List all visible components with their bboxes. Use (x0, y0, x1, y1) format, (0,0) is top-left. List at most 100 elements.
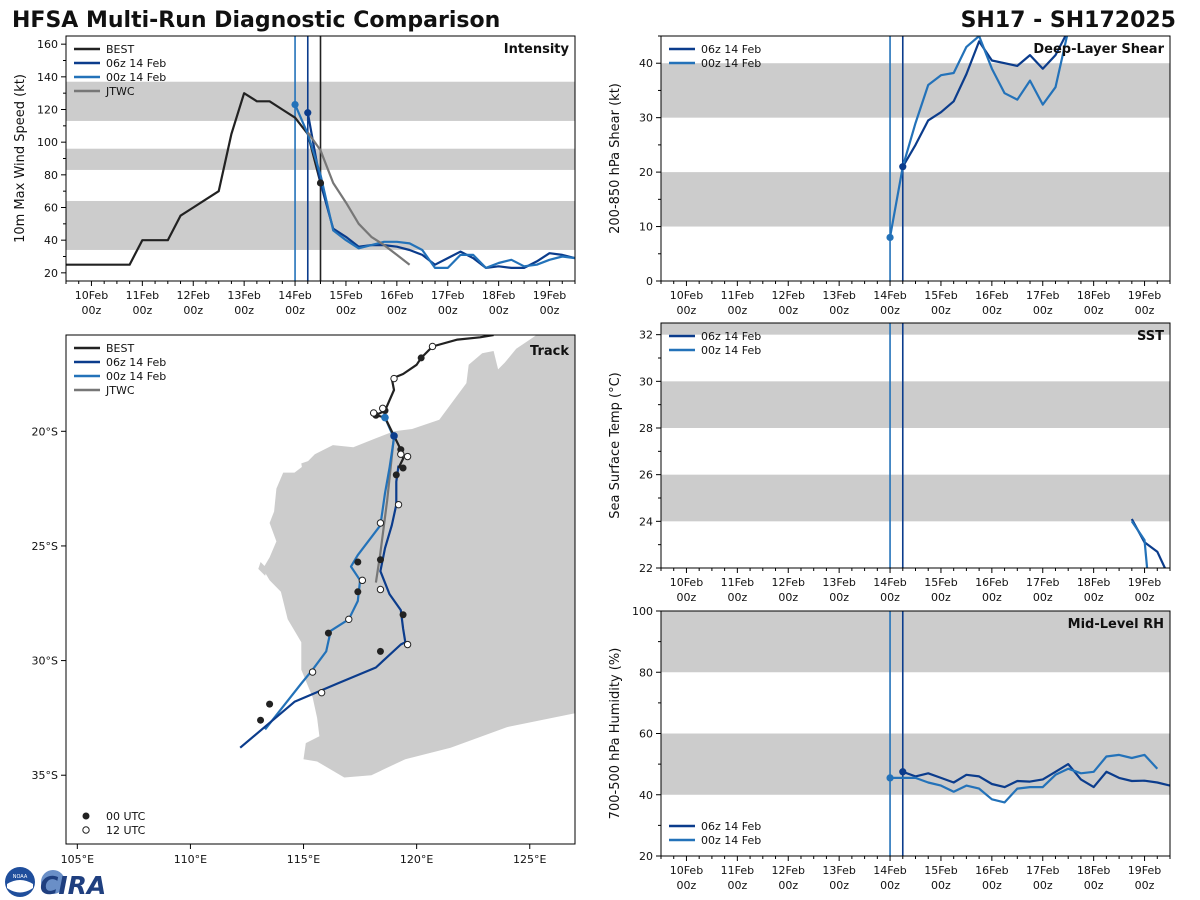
legend-marker-12utc (82, 826, 90, 834)
marker-legend-label: 12 UTC (106, 824, 146, 837)
x-tick-label-day: 12Feb (772, 576, 805, 589)
position-12utc (369, 409, 378, 417)
x-tick-label-hour: 00z (880, 879, 900, 892)
x-tick-label-hour: 00z (489, 304, 509, 317)
analysis-marker-run00 (886, 233, 894, 242)
x-tick-label-hour: 00z (778, 879, 798, 892)
x-tick-label-hour: 00z (829, 304, 849, 317)
x-tick-label-day: 11Feb (721, 289, 754, 302)
lat-tick-label: 35°S (32, 769, 58, 782)
y-tick-label: 140 (37, 71, 58, 84)
analysis-marker-run06 (899, 768, 907, 776)
position-12utc (317, 688, 326, 697)
x-tick-label-hour: 00z (982, 879, 1002, 892)
threshold-band (661, 474, 1170, 522)
position-12utc (308, 668, 317, 676)
island (314, 706, 320, 709)
x-tick-label-day: 18Feb (1077, 289, 1110, 302)
track-panel: 105°E 110°E 115°E 120°E 125°E 20°S 25°S 30°S 35°… (32, 334, 576, 866)
storm-id: SH17 - SH172025 (961, 8, 1176, 33)
x-tick-label-day: 12Feb (177, 289, 210, 302)
position-00utc (324, 629, 332, 637)
series-line-run00 (294, 104, 575, 269)
lat-tick-label: 25°S (32, 540, 58, 553)
lat-tick-label: 30°S (32, 655, 58, 668)
x-tick-label-hour: 00z (677, 304, 697, 317)
x-tick-label-day: 13Feb (227, 289, 260, 302)
x-tick-label-hour: 00z (931, 591, 951, 604)
marker-legend-label: 00 UTC (106, 810, 146, 823)
x-tick-label-hour: 00z (727, 591, 747, 604)
threshold-band (661, 381, 1170, 428)
intensity-panel: 10Feb 00z 11Feb 00z 12Feb 00z 13Feb 00z 14Feb 00z… (13, 35, 576, 317)
x-tick-label-hour: 00z (1084, 304, 1104, 317)
lon-tick-label: 110°E (174, 853, 207, 866)
island (258, 562, 268, 576)
globe-icon (41, 870, 65, 894)
lon-tick-label: 125°E (513, 853, 546, 866)
y-tick-label: 30 (639, 112, 653, 125)
x-tick-label-hour: 00z (438, 304, 458, 317)
analysis-marker-run06 (899, 163, 907, 171)
panel-title: Intensity (504, 42, 570, 57)
x-tick-label-hour: 00z (285, 304, 305, 317)
series-line-best (66, 92, 322, 266)
position-12utc (376, 585, 385, 594)
position-00utc (417, 354, 425, 362)
plot-area (661, 611, 1170, 856)
position-12utc (358, 576, 367, 585)
track-line-best (374, 335, 494, 469)
x-tick-label-hour: 00z (1135, 304, 1155, 317)
position-12utc (397, 450, 405, 458)
x-tick-label-day: 10Feb (670, 864, 703, 877)
y-axis-label: 10m Max Wind Speed (kt) (13, 74, 28, 243)
x-tick-label-day: 13Feb (822, 576, 855, 589)
legend-label: JTWC (105, 384, 135, 397)
position-00utc (376, 556, 384, 564)
y-tick-label: 40 (639, 57, 653, 70)
analysis-marker-run00 (886, 774, 894, 782)
x-tick-label-hour: 00z (1033, 879, 1053, 892)
panel-title: Deep-Layer Shear (1033, 42, 1164, 57)
x-tick-label-day: 11Feb (721, 576, 754, 589)
x-tick-label-hour: 00z (387, 304, 407, 317)
y-tick-label: 22 (639, 562, 653, 575)
x-tick-label-day: 19Feb (533, 289, 566, 302)
x-tick-label-hour: 00z (931, 304, 951, 317)
position-12utc (428, 342, 437, 351)
y-axis-label: 200-850 hPa Shear (kt) (608, 83, 623, 234)
position-00utc (399, 611, 407, 619)
y-tick-label: 80 (639, 666, 653, 679)
x-tick-label-hour: 00z (1033, 591, 1053, 604)
y-tick-label: 20 (44, 267, 58, 280)
y-tick-label: 160 (37, 38, 58, 51)
y-tick-label: 30 (639, 375, 653, 388)
x-tick-label-day: 10Feb (75, 289, 108, 302)
rh-panel: 10Feb 00z 11Feb 00z 12Feb 00z 13Feb 00z 14Feb 00z… (608, 605, 1171, 892)
panel-title: Mid-Level RH (1068, 617, 1164, 632)
threshold-band (661, 611, 1170, 673)
x-tick-label-hour: 00z (82, 304, 102, 317)
plot-area (661, 36, 1170, 281)
x-tick-label-day: 19Feb (1128, 576, 1161, 589)
y-tick-label: 20 (639, 850, 653, 863)
x-tick-label-day: 17Feb (1026, 864, 1059, 877)
y-tick-label: 40 (639, 789, 653, 802)
noaa-wave-icon (7, 880, 33, 893)
position-12utc (390, 374, 398, 383)
plot-area (661, 323, 1170, 568)
x-tick-label-hour: 00z (234, 304, 254, 317)
x-tick-label-hour: 00z (829, 591, 849, 604)
y-tick-label: 10 (639, 221, 653, 234)
axes-frame (660, 322, 1171, 569)
x-tick-label-hour: 00z (1033, 304, 1053, 317)
x-tick-label-hour: 00z (1135, 591, 1155, 604)
y-axis-label: 700-500 hPa Humidity (%) (608, 648, 623, 820)
x-tick-label-hour: 00z (931, 879, 951, 892)
x-tick-label-day: 11Feb (721, 864, 754, 877)
threshold-band (661, 63, 1170, 118)
series-line-run06 (1130, 518, 1166, 568)
x-tick-label-day: 15Feb (924, 576, 957, 589)
x-tick-label-day: 10Feb (670, 289, 703, 302)
